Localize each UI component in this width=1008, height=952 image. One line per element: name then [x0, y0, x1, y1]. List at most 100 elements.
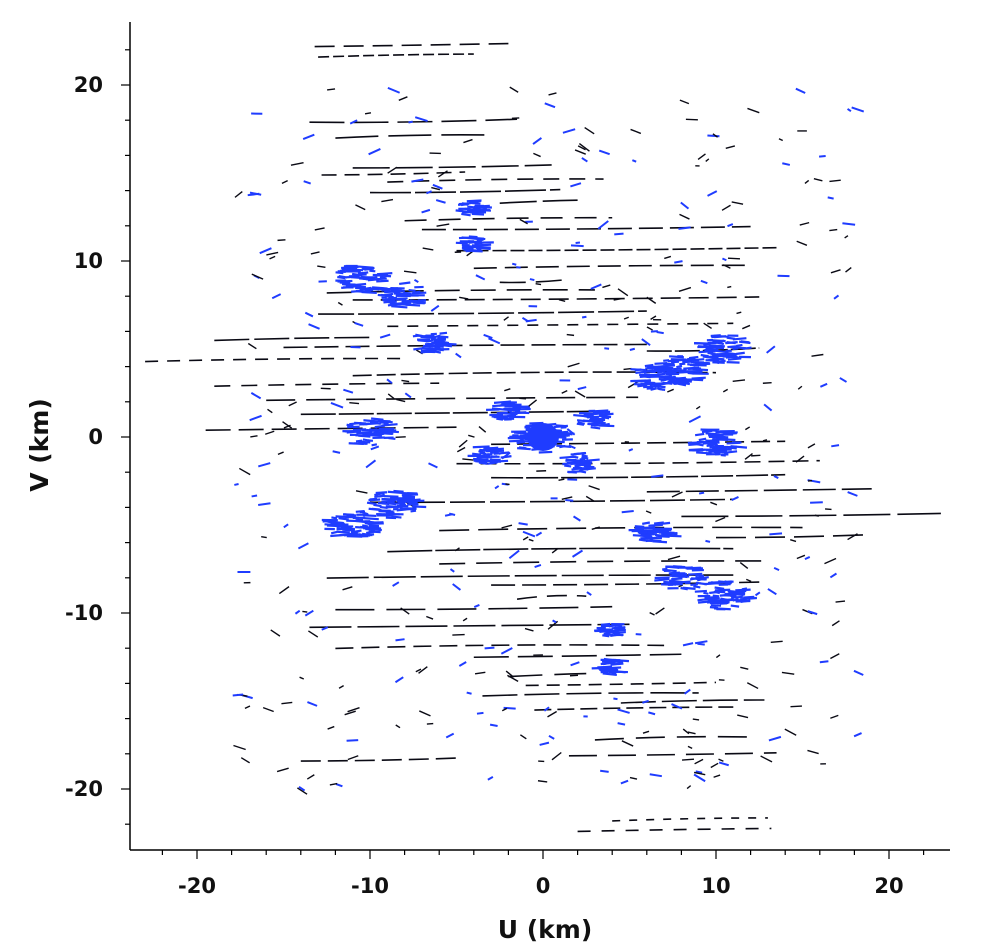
uv-sample — [705, 539, 711, 543]
baseline-track — [283, 343, 647, 349]
uv-sample — [645, 510, 652, 514]
cluster-stroke — [672, 376, 681, 380]
baseline-track — [335, 644, 665, 650]
uv-sample — [308, 630, 319, 638]
cluster-stroke — [516, 440, 526, 445]
cluster-stroke — [361, 524, 369, 528]
cluster-stroke — [370, 434, 382, 437]
cluster-stroke — [387, 287, 399, 291]
cluster-stroke — [363, 419, 379, 423]
uv-sample — [760, 755, 773, 763]
cluster-stroke — [610, 662, 621, 666]
uv-sample — [679, 213, 690, 220]
uv-sample — [238, 467, 251, 476]
cluster-stroke — [391, 305, 408, 309]
cluster-stroke — [521, 431, 528, 435]
cluster-stroke — [493, 415, 505, 419]
cluster-stroke — [555, 424, 568, 428]
uv-sample — [831, 620, 840, 627]
uv-sample — [782, 162, 791, 166]
baseline-track — [594, 735, 751, 741]
cluster-stroke — [601, 416, 610, 420]
uv-sample — [710, 501, 718, 506]
uv-sample — [283, 424, 291, 429]
baseline-track — [326, 289, 595, 294]
uv-sample — [694, 640, 708, 645]
cluster-stroke — [369, 497, 378, 501]
cluster-stroke — [740, 340, 750, 344]
uv-sample — [355, 490, 368, 494]
cluster-stroke — [693, 585, 701, 589]
cluster-stroke — [727, 345, 738, 349]
cluster-stroke — [335, 271, 344, 275]
cluster-stroke — [478, 461, 488, 465]
cluster-stroke — [657, 370, 665, 374]
cluster-stroke — [578, 469, 587, 474]
cluster-stroke — [413, 347, 423, 351]
cluster-stroke — [369, 269, 376, 273]
cluster-stroke — [393, 489, 404, 493]
uv-sample — [258, 502, 271, 506]
uv-sample — [746, 578, 752, 583]
cluster-stroke — [330, 533, 346, 538]
uv-sample — [722, 388, 729, 393]
cluster-stroke — [465, 249, 483, 253]
baseline-track — [456, 246, 777, 252]
uv-sample — [503, 706, 516, 710]
cluster-stroke — [576, 419, 587, 423]
cluster-stroke — [705, 432, 720, 436]
uv-sample — [426, 615, 434, 620]
cluster-stroke — [673, 579, 685, 584]
uv-sample — [613, 697, 618, 701]
baseline-track — [309, 118, 518, 124]
uv-sample — [572, 515, 581, 522]
uv-sample — [462, 458, 474, 461]
uv-sample — [744, 426, 751, 431]
uv-sample — [269, 255, 276, 260]
cluster-stroke — [410, 509, 417, 513]
uv-sample — [655, 607, 665, 615]
uv-sample — [342, 586, 353, 591]
cluster-stroke — [503, 407, 520, 411]
cluster-stroke — [483, 459, 495, 463]
uv-sample — [695, 405, 701, 410]
uv-sample — [414, 116, 428, 123]
uv-sample — [707, 190, 718, 197]
uv-cluster — [654, 565, 709, 591]
cluster-stroke — [464, 207, 481, 212]
cluster-stroke — [412, 505, 427, 509]
uv-sample — [511, 262, 517, 266]
cluster-stroke — [658, 374, 673, 378]
uv-sample — [642, 730, 650, 734]
uv-sample — [547, 710, 558, 718]
cluster-stroke — [366, 432, 375, 436]
uv-sample — [534, 564, 542, 569]
cluster-stroke — [720, 597, 728, 601]
cluster-stroke — [666, 371, 677, 375]
baseline-track — [473, 264, 751, 270]
uv-sample — [244, 705, 251, 710]
uv-sample — [426, 190, 433, 195]
cluster-stroke — [606, 660, 624, 664]
uv-sample — [522, 536, 529, 541]
uv-sample — [503, 316, 509, 321]
uv-sample — [667, 555, 681, 561]
ticks: 20 10 0 -10 -20 -20 -10 0 10 20 — [65, 49, 925, 898]
cluster-stroke — [374, 424, 385, 429]
uv-sample — [630, 128, 642, 135]
x-tick-label: -10 — [351, 874, 389, 898]
uv-sample — [731, 201, 744, 205]
cluster-stroke — [645, 369, 654, 373]
uv-sample — [386, 378, 393, 384]
uv-sample — [829, 179, 841, 183]
uv-cluster — [321, 509, 384, 538]
uv-cluster — [455, 235, 494, 253]
uv-sample — [807, 610, 818, 616]
cluster-stroke — [643, 526, 656, 530]
baseline-track — [404, 216, 613, 222]
uv-sample — [561, 389, 568, 394]
cluster-stroke — [369, 421, 382, 425]
uv-sample — [830, 653, 840, 660]
cluster-stroke — [365, 527, 382, 532]
uv-sample — [381, 198, 394, 203]
